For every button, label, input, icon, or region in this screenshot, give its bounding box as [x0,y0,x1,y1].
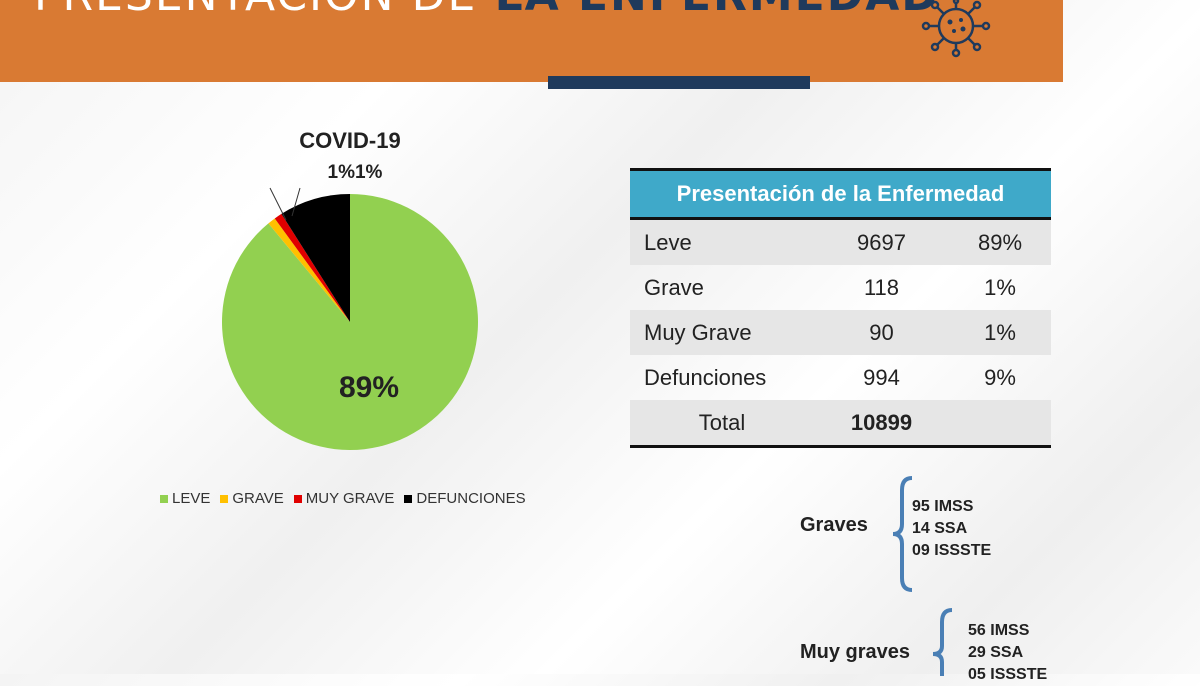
row-label: Grave [644,274,704,300]
row-count: 118 [863,274,900,300]
pie-slice-defunciones [281,194,350,322]
page-title: PRESENTACIÓN DE LA ENFERMEDAD [34,0,940,18]
table-row: Defunciones 994 9% [630,355,1051,400]
legend-swatch-muy-grave [293,494,302,503]
presentation-table: Presentación de la Enfermedad Leve 9697 … [630,168,1051,448]
muy-graves-item: 56 IMSS [968,622,1030,639]
row-percent: 1% [949,310,1051,355]
data-label-small-slices: 1%1% [327,162,383,183]
pie-slice-grave [268,218,350,322]
header-accent-bar [548,76,810,89]
data-label-leve: 89% [339,371,399,404]
pie-slice-leve [221,194,478,451]
pie-slice-muy-grave [274,213,350,322]
row-label: Defunciones [644,364,767,390]
graves-list: 95 IMSS 14 SSA 09 ISSSTE [912,496,991,562]
row-count: 994 [863,364,900,390]
table-title: Presentación de la Enfermedad [630,169,1051,220]
row-label: Leve [630,218,814,265]
legend-label-muy-grave: MUY GRAVE [305,490,395,507]
legend-item-defunciones: DEFUNCIONES [404,490,526,507]
legend-item-leve: LEVE [160,490,210,507]
legend-label-leve: LEVE [172,490,211,507]
graves-item: 14 SSA [912,520,968,537]
table-row: Leve 9697 89% [630,218,1051,265]
chart-title: COVID-19 [299,128,401,153]
graves-item: 95 IMSS [912,498,974,515]
legend-swatch-leve [160,494,168,503]
virus-icon [921,0,991,58]
total-value: 10899 [814,400,949,447]
table-total-row: Total 10899 [630,400,1051,447]
pie-chart: 89% [221,187,478,451]
row-percent: 9% [984,364,1016,390]
legend-item-grave: GRAVE [220,490,284,507]
leader-line-grave [269,187,287,221]
leader-line-muy-grave [291,187,301,217]
legend-item-muy-grave: MUY GRAVE [293,490,395,507]
legend-label-grave: GRAVE [232,490,284,507]
legend-swatch-defunciones [404,494,413,503]
graves-item: 09 ISSSTE [912,542,992,559]
header-band: PRESENTACIÓN DE LA ENFERMEDAD [0,0,1063,82]
title-part-1: PRESENTACIÓN DE [34,0,477,21]
table-header-row: Presentación de la Enfermedad [630,169,1051,220]
graves-brace [892,476,913,592]
chart-legend: LEVE GRAVE MUY GRAVE DEFUNCIONES [160,490,526,507]
row-percent: 89% [949,218,1051,265]
row-label: Muy Grave [630,310,814,355]
graves-label: Graves [800,514,868,536]
legend-label-defunciones: DEFUNCIONES [416,490,526,507]
total-empty-cell [949,400,1051,447]
total-label: Total [630,400,814,447]
title-part-2: LA ENFERMEDAD [495,0,940,21]
legend-swatch-grave [220,494,229,503]
muy-graves-label: Muy graves [800,641,911,663]
table-row: Grave 118 1% [630,265,1051,310]
muy-graves-item: 05 ISSSTE [968,666,1048,683]
row-count: 9697 [814,218,949,265]
row-percent: 1% [984,274,1016,300]
table-row: Muy Grave 90 1% [630,310,1051,355]
row-count: 90 [814,310,949,355]
muy-graves-brace [932,608,953,676]
muy-graves-item: 29 SSA [968,644,1024,661]
muy-graves-list: 56 IMSS 29 SSA 05 ISSSTE [968,620,1047,686]
